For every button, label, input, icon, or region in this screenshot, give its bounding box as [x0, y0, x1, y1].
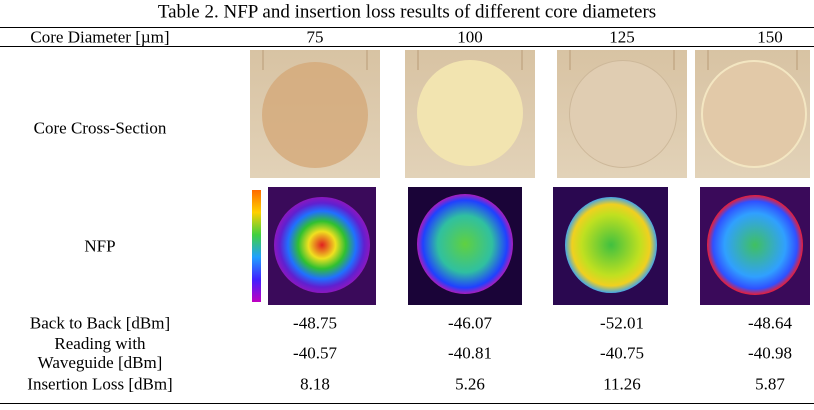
- nfp-image: [553, 187, 668, 305]
- row-label: Back to Back [dBm]: [29, 313, 171, 333]
- color-bar: [252, 190, 261, 302]
- table-cell: 8.18: [300, 374, 330, 394]
- row-label: Reading with Waveguide [dBm]: [37, 334, 163, 372]
- header-cell: 75: [306, 27, 324, 47]
- nfp-image: [408, 187, 522, 305]
- header-rule: [0, 46, 814, 47]
- table-cell: -40.75: [600, 343, 644, 363]
- table-cell: -40.81: [448, 343, 492, 363]
- table-cell: 5.87: [755, 374, 785, 394]
- bottom-rule: [0, 403, 814, 404]
- cross-section-image: [405, 50, 535, 178]
- table-cell: -48.75: [293, 313, 337, 333]
- header-cell: 100: [457, 27, 483, 47]
- nfp-image: [700, 187, 810, 305]
- table-cell: -48.64: [748, 313, 792, 333]
- row-label: Core Cross-Section: [33, 118, 167, 138]
- table-cell: -40.98: [748, 343, 792, 363]
- table-title: Table 2. NFP and insertion loss results …: [157, 1, 657, 23]
- header-cell: 150: [757, 27, 783, 47]
- row-label: Insertion Loss [dBm]: [27, 374, 173, 394]
- nfp-image: [268, 187, 376, 305]
- table-cell: -40.57: [293, 343, 337, 363]
- top-rule: [0, 27, 814, 28]
- table-cell: 5.26: [455, 374, 485, 394]
- cross-section-image: [695, 50, 810, 178]
- header-cell: Core Diameter [µm]: [30, 27, 170, 47]
- row-label: NFP: [84, 236, 116, 256]
- table-cell: 11.26: [603, 374, 641, 394]
- cross-section-image: [250, 50, 380, 178]
- header-cell: 125: [609, 27, 635, 47]
- table-cell: -52.01: [600, 313, 644, 333]
- table-cell: -46.07: [448, 313, 492, 333]
- cross-section-image: [557, 50, 687, 178]
